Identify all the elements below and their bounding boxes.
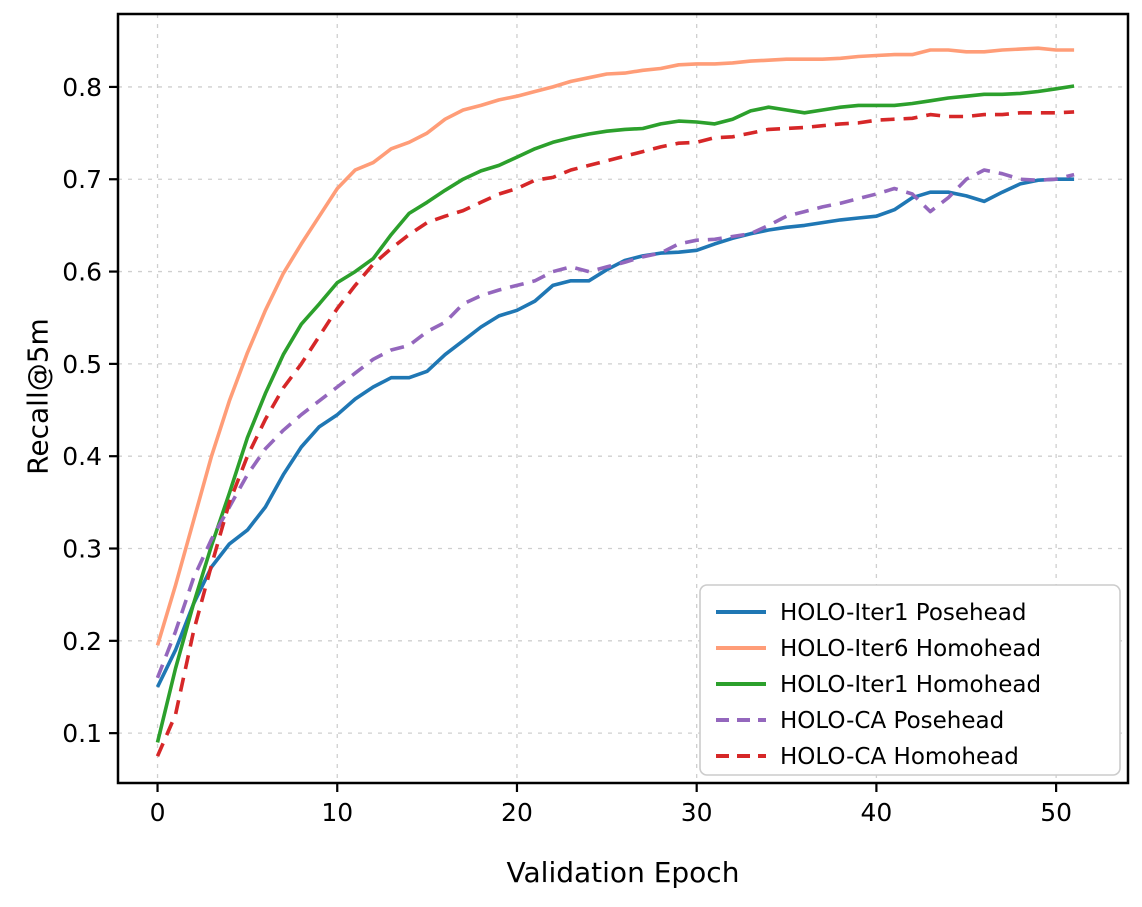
y-tick-label: 0.3	[62, 535, 102, 564]
legend-label-1: HOLO-Iter1 Posehead	[780, 600, 1026, 626]
x-tick-label: 10	[321, 798, 353, 827]
y-tick-label: 0.2	[62, 627, 102, 656]
series-line-holo-iter1-posehead	[155, 177, 1075, 688]
y-tick-label: 0.5	[62, 350, 102, 379]
x-tick-label: 30	[681, 798, 713, 827]
legend-label-3: HOLO-Iter1 Homohead	[780, 672, 1041, 698]
y-tick-label: 0.4	[62, 442, 102, 471]
x-tick-label: 20	[501, 798, 533, 827]
legend-label-2: HOLO-Iter6 Homohead	[780, 636, 1041, 662]
x-tick-label: 50	[1040, 798, 1072, 827]
y-axis-label: Recall@5m	[21, 318, 55, 475]
legend-label-4: HOLO-CA Posehead	[780, 708, 1004, 734]
series-line-holo-ca-homohead	[155, 110, 1075, 757]
legend-label-5: HOLO-CA Homohead	[780, 744, 1019, 770]
x-axis-label: Validation Epoch	[506, 856, 740, 889]
series-line-holo-iter6-homohead	[155, 46, 1075, 646]
y-tick-label: 0.8	[62, 73, 102, 102]
y-tick-label: 0.1	[62, 719, 102, 748]
x-tick-label: 0	[150, 798, 166, 827]
series-line-holo-iter1-homohead	[155, 84, 1075, 743]
y-tick-label: 0.6	[62, 258, 102, 287]
x-tick-label: 40	[860, 798, 892, 827]
legend-box	[699, 584, 1121, 776]
axes-spines	[116, 12, 1130, 785]
y-tick-label: 0.7	[62, 165, 102, 194]
